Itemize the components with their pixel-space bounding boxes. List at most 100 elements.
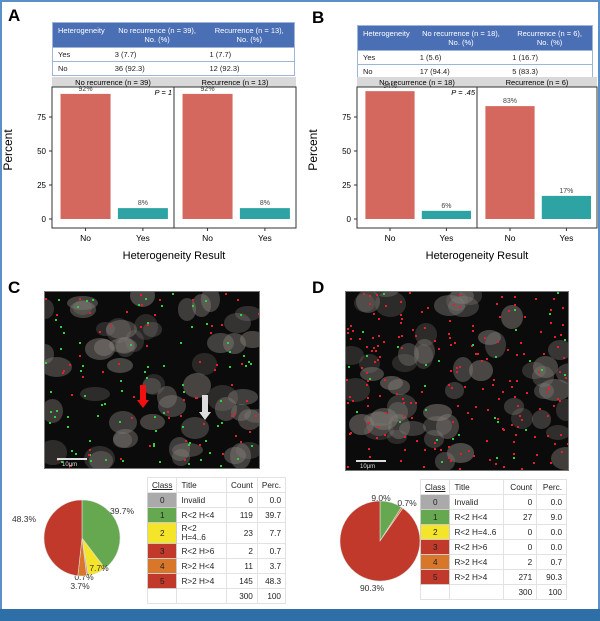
green-signal xyxy=(71,449,74,452)
facet-strip xyxy=(357,77,477,87)
red-signal xyxy=(183,459,186,462)
red-signal xyxy=(185,440,188,443)
facet-strip xyxy=(174,77,296,87)
green-signal xyxy=(396,345,399,348)
red-signal xyxy=(477,353,480,356)
nucleus xyxy=(235,306,259,321)
nucleus xyxy=(109,337,138,353)
nucleus xyxy=(115,336,135,355)
cell: 100 xyxy=(536,584,567,600)
red-signal xyxy=(222,452,225,455)
nucleus xyxy=(192,353,217,375)
red-signal xyxy=(130,416,133,419)
red-signal xyxy=(349,432,352,435)
nucleus xyxy=(423,429,445,448)
red-signal xyxy=(383,341,386,344)
red-signal xyxy=(497,417,500,420)
nucleus xyxy=(555,399,568,422)
green-signal xyxy=(153,443,156,446)
red-signal xyxy=(199,361,202,364)
pie-slice-label: 39.7% xyxy=(110,506,135,516)
pie-slice-label: 9.0% xyxy=(371,493,391,503)
green-signal xyxy=(147,321,150,324)
red-signal xyxy=(559,370,562,373)
red-signal xyxy=(516,379,519,382)
nucleus xyxy=(200,292,220,313)
green-signal xyxy=(191,305,194,308)
red-signal xyxy=(89,312,92,314)
red-signal xyxy=(400,459,403,462)
green-signal xyxy=(217,425,220,428)
nucleus xyxy=(546,424,568,440)
nucleus xyxy=(444,381,465,399)
red-signal xyxy=(88,449,91,452)
green-signal xyxy=(89,440,91,443)
red-signal xyxy=(498,397,501,400)
green-signal xyxy=(513,309,516,312)
table-row: No 36 (92.3) 12 (92.3) xyxy=(52,61,295,76)
red-signal xyxy=(553,443,556,446)
cell: 1 (5.6) xyxy=(414,50,508,65)
red-signal xyxy=(88,453,91,456)
red-signal xyxy=(525,391,528,394)
class-swatch: 4 xyxy=(419,554,451,570)
green-signal xyxy=(458,434,461,437)
red-signal xyxy=(410,417,413,420)
green-signal xyxy=(50,410,53,413)
green-signal xyxy=(440,461,443,464)
red-signal xyxy=(450,387,453,390)
green-signal xyxy=(251,445,254,448)
facet-panel xyxy=(476,86,598,229)
table-row: 4 R>2 H<4 2 0.7 xyxy=(419,554,567,570)
class-swatch: 1 xyxy=(419,509,451,525)
nucleus xyxy=(387,429,408,445)
red-signal xyxy=(365,346,368,349)
facet-panel xyxy=(173,86,297,229)
red-signal xyxy=(492,379,495,382)
x-tick-label: No xyxy=(202,233,213,243)
green-signal xyxy=(563,374,566,377)
green-signal xyxy=(219,399,222,402)
green-signal xyxy=(425,363,428,366)
red-signal xyxy=(234,434,237,437)
green-signal xyxy=(226,341,229,344)
nucleus xyxy=(453,357,473,382)
cell: 300 xyxy=(226,588,258,604)
green-signal xyxy=(206,323,209,326)
bar-yes xyxy=(421,210,471,219)
bar-data-label: 92% xyxy=(201,86,215,93)
red-signal xyxy=(140,293,143,296)
bar-data-label: 8% xyxy=(260,200,270,207)
nucleus xyxy=(45,399,63,424)
green-signal xyxy=(472,343,475,346)
red-signal xyxy=(485,439,488,442)
red-signal xyxy=(547,434,550,437)
nucleus xyxy=(477,329,501,345)
green-signal xyxy=(383,292,386,295)
green-signal xyxy=(182,383,185,386)
green-signal xyxy=(564,339,567,342)
red-signal xyxy=(145,344,148,347)
red-signal xyxy=(377,425,380,428)
bar-yes xyxy=(239,208,290,219)
nucleus xyxy=(448,295,479,318)
red-signal xyxy=(230,414,233,417)
red-signal xyxy=(454,341,457,344)
red-signal xyxy=(257,313,259,316)
bar-data-label: 17% xyxy=(559,188,573,195)
red-signal xyxy=(494,463,497,466)
red-signal xyxy=(401,347,404,350)
red-signal xyxy=(69,465,72,468)
nucleus xyxy=(112,432,133,448)
red-signal xyxy=(258,387,259,390)
red-signal xyxy=(550,462,553,465)
red-signal xyxy=(374,349,377,352)
pie-slice xyxy=(81,499,121,569)
red-signal xyxy=(559,400,562,403)
nucleus xyxy=(436,413,459,439)
red-signal xyxy=(474,352,477,355)
red-signal xyxy=(409,292,411,294)
red-signal xyxy=(450,370,453,373)
nucleus xyxy=(450,292,474,305)
nucleus xyxy=(183,372,211,398)
